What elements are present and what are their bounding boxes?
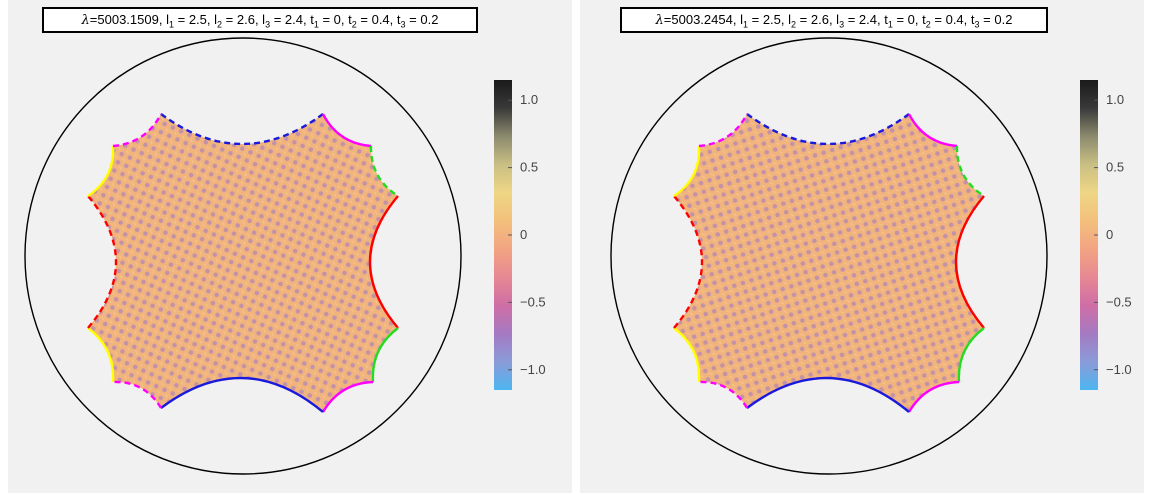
- parameter-l3: , l3 = 2.4: [254, 12, 303, 30]
- eigenfunction-panel-left: λ=5003.1509, l1 = 2.5, l2 = 2.6, l3 = 2.…: [8, 0, 572, 493]
- colorbar-tick-label: 1.0: [1106, 92, 1124, 107]
- boundary-edge-magenta: [112, 380, 163, 409]
- colorbar-tick-label: 1.0: [520, 92, 538, 107]
- eigenfunction-density: [88, 114, 398, 412]
- colorbar: [1080, 80, 1098, 390]
- boundary-edge-magenta: [321, 113, 372, 148]
- parameter-t1: , t1 = 0: [876, 12, 915, 30]
- boundary-edge-magenta: [698, 380, 749, 409]
- colorbar-tick-label: 0.5: [1106, 160, 1124, 175]
- colorbar-tick-label: −0.5: [1106, 294, 1132, 309]
- boundary-edge-green: [957, 327, 985, 383]
- boundary-edge-red: [673, 195, 704, 329]
- boundary-edge-green: [955, 145, 985, 198]
- boundary-edge-green: [369, 145, 399, 198]
- colorbar-tick-label: 0: [1106, 227, 1113, 242]
- boundary-edge-red: [368, 195, 399, 329]
- parameter-list: , l1 = 2.5, l2 = 2.6, l3 = 2.4, t1 = 0, …: [732, 12, 1013, 30]
- lambda-value: 5003.2454: [671, 12, 733, 27]
- boundary-edge-blue: [160, 376, 324, 413]
- boundary-edge-blue: [746, 376, 910, 413]
- boundary-edge-red: [954, 195, 985, 329]
- boundary-edge-yellow: [87, 145, 115, 197]
- colorbar-tick-label: −0.5: [520, 294, 546, 309]
- parameter-list: , l1 = 2.5, l2 = 2.6, l3 = 2.4, t1 = 0, …: [158, 12, 439, 30]
- boundary-edge-magenta: [907, 380, 960, 413]
- parameter-l2: , l2 = 2.6: [780, 12, 829, 30]
- boundary-edge-magenta: [112, 113, 163, 148]
- boundary-edge-magenta: [321, 380, 374, 413]
- eigenfunction-panel-right: λ=5003.2454, l1 = 2.5, l2 = 2.6, l3 = 2.…: [580, 0, 1144, 493]
- parameter-caption: λ=5003.2454, l1 = 2.5, l2 = 2.6, l3 = 2.…: [620, 7, 1048, 33]
- lambda-value: 5003.1509: [97, 12, 159, 27]
- parameter-t2: , t2 = 0.4: [914, 12, 964, 30]
- boundary-edge-red: [87, 195, 118, 329]
- parameter-caption: λ=5003.1509, l1 = 2.5, l2 = 2.6, l3 = 2.…: [42, 7, 478, 33]
- parameter-t3: , t3 = 0.2: [963, 12, 1013, 30]
- parameter-t3: , t3 = 0.2: [389, 12, 439, 30]
- boundary-edge-yellow: [673, 327, 701, 383]
- eigenfunction-plot: 1.0 0.5 0 −0.5 −1.0: [24, 37, 546, 475]
- boundary-edge-blue: [160, 113, 324, 146]
- parameter-l2: , l2 = 2.6: [206, 12, 255, 30]
- eigenfunction-plot: 1.0 0.5 0 −0.5 −1.0: [610, 37, 1132, 475]
- parameter-t2: , t2 = 0.4: [340, 12, 390, 30]
- parameter-l3: , l3 = 2.4: [828, 12, 877, 30]
- boundary-edge-magenta: [698, 113, 749, 148]
- boundary-edge-yellow: [87, 327, 115, 383]
- colorbar: [494, 80, 512, 390]
- lambda-symbol: λ: [655, 13, 664, 28]
- eigenfunction-density: [674, 114, 984, 412]
- parameter-l1: , l1 = 2.5: [732, 12, 781, 30]
- boundary-edge-green: [371, 327, 399, 383]
- boundary-edge-yellow: [673, 145, 701, 197]
- parameter-t1: , t1 = 0: [302, 12, 341, 30]
- colorbar-tick-label: 0.5: [520, 160, 538, 175]
- colorbar-tick-label: −1.0: [1106, 362, 1132, 377]
- parameter-l1: , l1 = 2.5: [158, 12, 207, 30]
- colorbar-tick-label: 0: [520, 227, 527, 242]
- colorbar-tick-label: −1.0: [520, 362, 546, 377]
- boundary-edge-blue: [746, 113, 910, 146]
- lambda-symbol: λ: [81, 13, 90, 28]
- boundary-edge-magenta: [907, 113, 958, 148]
